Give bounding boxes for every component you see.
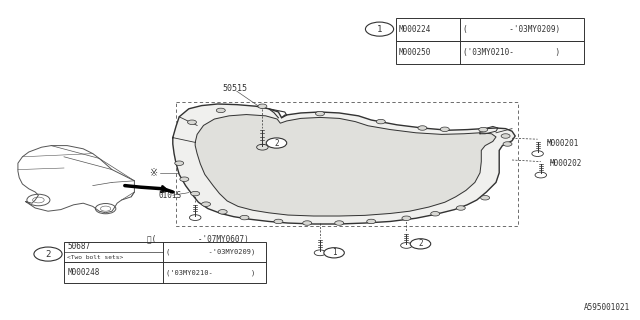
Text: 0101S: 0101S	[159, 191, 182, 200]
Circle shape	[367, 219, 376, 224]
Bar	[396, 41, 584, 64]
Text: A595001021: A595001021	[584, 303, 630, 312]
Text: STI: STI	[266, 157, 280, 166]
Bar	[64, 242, 266, 283]
Circle shape	[503, 142, 512, 146]
Circle shape	[410, 239, 431, 249]
Text: M000250: M000250	[399, 48, 431, 57]
Text: 50687: 50687	[67, 242, 90, 251]
Text: M000201: M000201	[547, 139, 579, 148]
Circle shape	[440, 127, 449, 132]
Circle shape	[418, 126, 427, 130]
Text: <Two bolt sets>: <Two bolt sets>	[67, 255, 124, 260]
Text: ※: ※	[150, 168, 157, 178]
Circle shape	[324, 248, 344, 258]
Text: M000224: M000224	[399, 25, 431, 34]
Text: 2: 2	[274, 139, 279, 148]
Polygon shape	[195, 115, 496, 216]
Text: ('03MY0210-         ): ('03MY0210- )	[463, 48, 560, 57]
Circle shape	[191, 191, 200, 196]
Text: 2: 2	[418, 239, 423, 248]
Text: 1: 1	[377, 25, 382, 34]
Text: M000202: M000202	[550, 159, 582, 168]
Text: (         -'03MY0209): ( -'03MY0209)	[166, 249, 255, 255]
Circle shape	[303, 221, 312, 225]
Circle shape	[335, 221, 344, 225]
Text: 1: 1	[332, 248, 337, 257]
Text: (         -'03MY0209): ( -'03MY0209)	[463, 25, 560, 34]
Circle shape	[365, 22, 394, 36]
Circle shape	[202, 202, 211, 206]
Circle shape	[481, 196, 490, 200]
Circle shape	[34, 247, 62, 261]
Circle shape	[456, 206, 465, 210]
Circle shape	[402, 216, 411, 220]
Circle shape	[218, 210, 227, 214]
Circle shape	[479, 127, 488, 132]
Bar	[396, 18, 584, 41]
Circle shape	[258, 104, 267, 108]
Circle shape	[216, 108, 225, 113]
Circle shape	[188, 120, 196, 124]
Circle shape	[376, 119, 385, 124]
Polygon shape	[173, 104, 515, 224]
Circle shape	[180, 177, 189, 181]
Text: 2: 2	[45, 250, 51, 259]
Text: (04MY-  ): (04MY- )	[246, 151, 288, 160]
Circle shape	[501, 134, 510, 138]
Circle shape	[274, 219, 283, 224]
Circle shape	[266, 138, 287, 148]
Text: ('03MY0210-         ): ('03MY0210- )	[166, 269, 255, 276]
Text: M000248: M000248	[67, 268, 100, 277]
Circle shape	[240, 215, 249, 220]
Text: ※(         -'07MY0607): ※( -'07MY0607)	[147, 234, 249, 243]
Text: 50515: 50515	[223, 84, 248, 93]
Circle shape	[316, 111, 324, 116]
Circle shape	[175, 161, 184, 165]
Circle shape	[431, 212, 440, 216]
